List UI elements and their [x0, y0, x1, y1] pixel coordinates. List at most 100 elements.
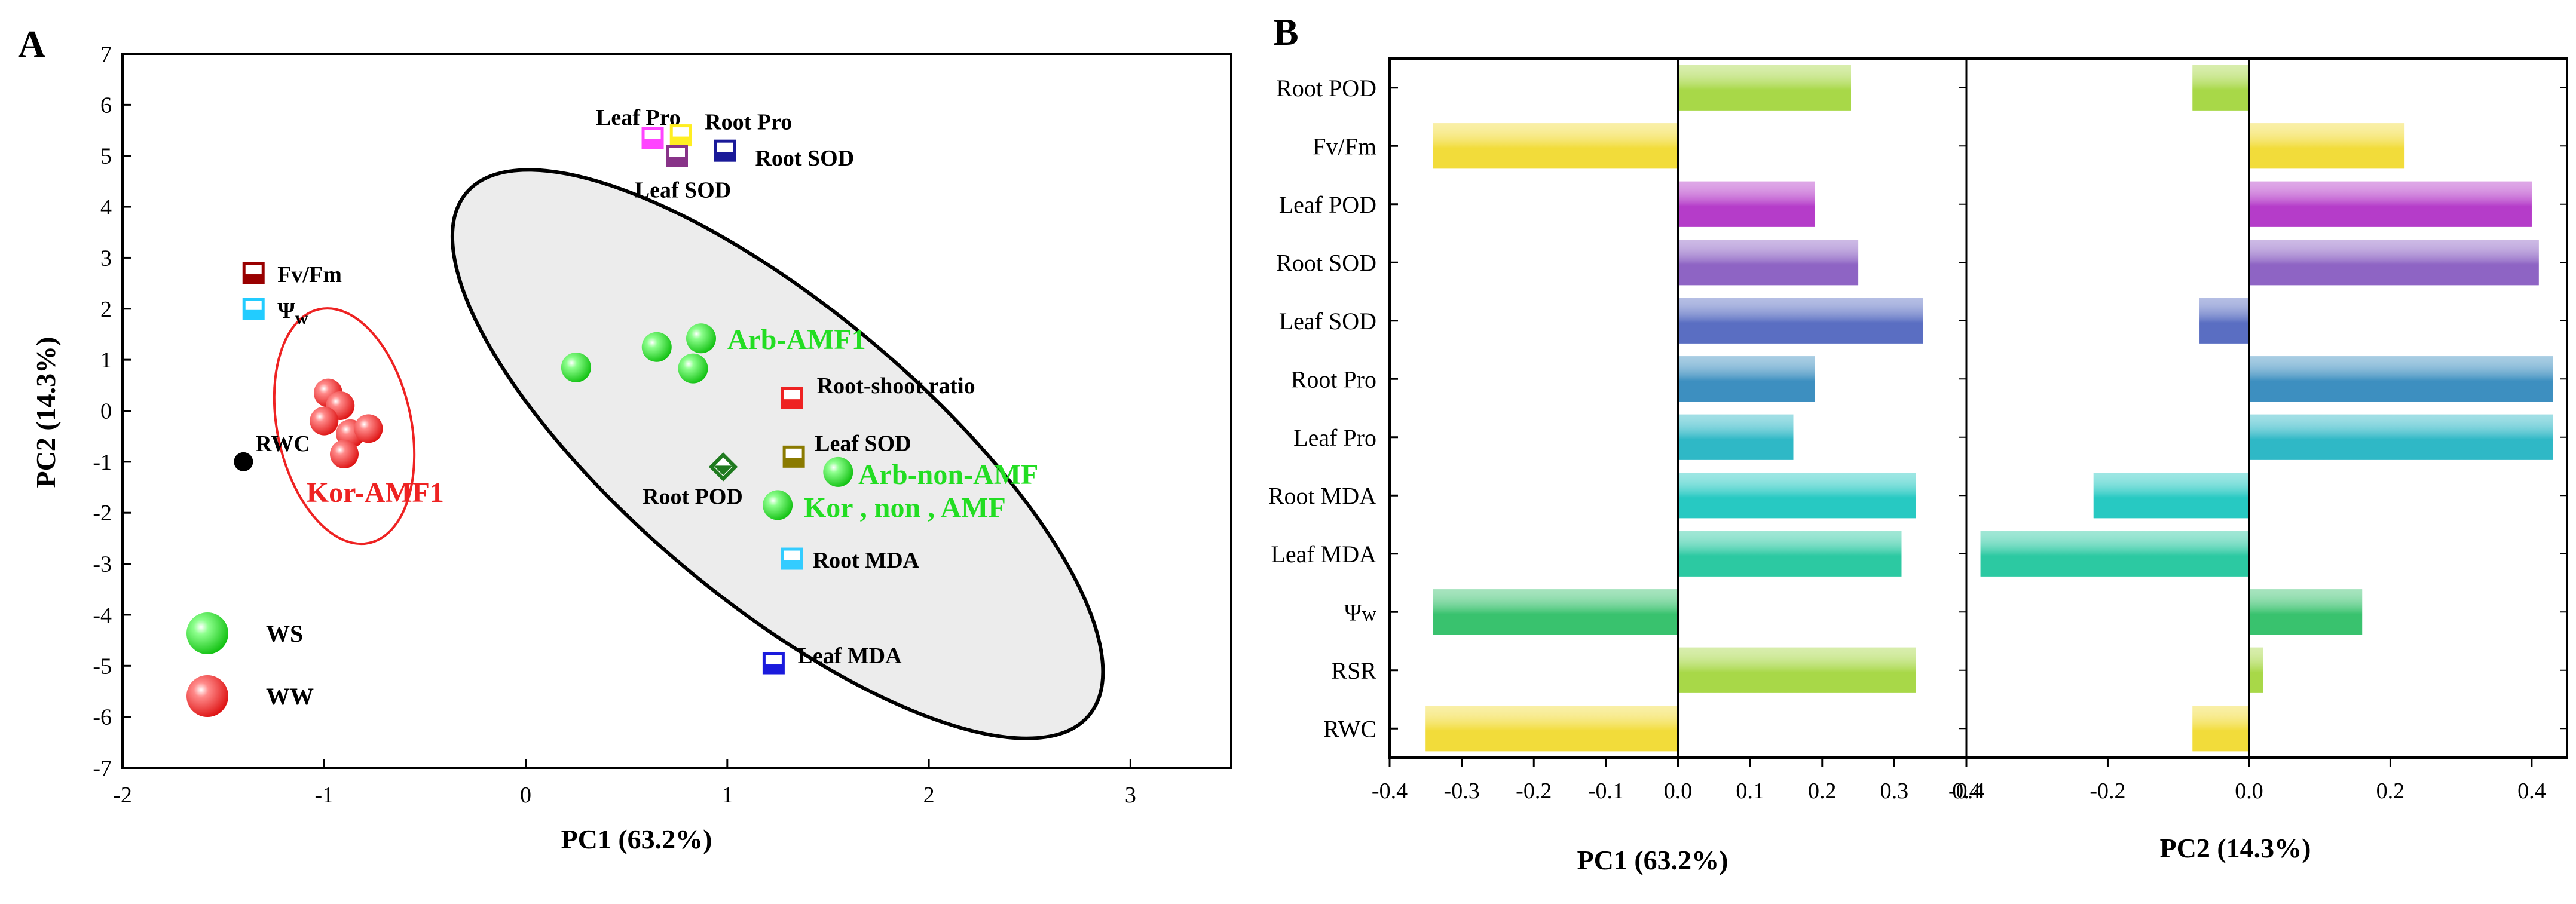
group-label: Arb-AMF1 — [727, 324, 866, 356]
x-tick-label: -0.3 — [1444, 779, 1480, 804]
x-tick-label: 3 — [1125, 783, 1136, 808]
loading-label: Root POD — [643, 484, 743, 509]
loading-label: RWC — [255, 431, 310, 456]
x-tick-label: -0.2 — [2089, 779, 2125, 804]
legend-marker — [186, 612, 228, 654]
category-label: Leaf Pro — [1293, 424, 1376, 451]
group-label: Arb-non-AMF — [858, 459, 1038, 491]
bar-highlight — [2248, 356, 2553, 402]
ws-point — [561, 352, 591, 382]
x-tick-label: -0.4 — [1948, 779, 1984, 804]
bar-highlight — [1433, 589, 1678, 635]
loading-point-fill — [244, 274, 264, 283]
bar-highlight — [1678, 414, 1794, 460]
pca-score-plot: A -2 -1 0 1 2 3 -7 -6 -5 -4 -3 -2 -1 0 1 2 3 4 5 6 7 Leaf Pr… — [18, 23, 1232, 854]
panel-b-letter: B — [1273, 11, 1299, 53]
loading-label: Root SOD — [755, 146, 854, 171]
category-label: RWC — [1323, 715, 1376, 742]
legend-label: WW — [266, 683, 314, 710]
x-tick-label: 0 — [520, 783, 531, 808]
ellipses — [273, 168, 1105, 740]
x-tick-label: 0.0 — [1664, 779, 1693, 804]
y-tick-label: 2 — [100, 297, 112, 322]
ws-ellipse — [450, 168, 1105, 740]
y-tick-label: 5 — [100, 144, 112, 169]
ww-ellipse — [273, 307, 416, 546]
loading-point-fill — [714, 465, 733, 476]
ws-point — [678, 353, 708, 384]
category-label: Root MDA — [1268, 482, 1376, 509]
x-tick-label: 0.4 — [2517, 779, 2546, 804]
loading-point-fill — [782, 399, 801, 408]
category-label: Leaf SOD — [1279, 308, 1376, 335]
ww-point — [330, 440, 359, 469]
loading-label: Ψw — [277, 298, 308, 328]
category-label: Ψw — [1344, 599, 1377, 626]
x-tick-label: -0.4 — [1372, 779, 1408, 804]
x-tick-label: 1 — [721, 783, 733, 808]
x-tick-label: -2 — [113, 783, 132, 808]
y-tick-label: -7 — [93, 756, 112, 781]
axes-b: Root POD Fv/Fm Leaf POD Root SOD Leaf SOD Roo… — [1268, 59, 2567, 804]
y-tick-label: -3 — [93, 552, 112, 577]
x-tick-label: 0.2 — [1808, 779, 1837, 804]
x-axis-label-pc2: PC2 (14.3%) — [2160, 833, 2311, 863]
loading-label: Root-shoot ratio — [817, 373, 975, 399]
loading-point-fill — [784, 458, 804, 467]
bar-highlight — [2248, 414, 2553, 460]
y-tick-label: -1 — [93, 450, 112, 475]
bar-highlight — [1678, 181, 1815, 227]
bar-highlight — [1433, 123, 1678, 169]
bar-highlight — [2192, 706, 2249, 752]
bar-highlight — [1678, 356, 1815, 402]
loading-label: Leaf MDA — [797, 643, 902, 669]
x-tick-label: -1 — [314, 783, 334, 808]
y-tick-label: 6 — [100, 93, 112, 118]
plot-frame-b — [1388, 57, 2568, 759]
panel-a-letter: A — [18, 23, 45, 65]
category-label: Fv/Fm — [1313, 133, 1376, 160]
bar-highlight — [1678, 298, 1923, 344]
x-axis-label-a: PC1 (63.2%) — [561, 824, 712, 854]
ws-point — [823, 456, 853, 487]
category-label: Root Pro — [1291, 366, 1376, 393]
legend-label: WS — [266, 620, 303, 647]
x-tick-label: 0.3 — [1880, 779, 1909, 804]
bar-highlight — [2248, 181, 2532, 227]
bar-highlight — [1678, 531, 1902, 577]
y-tick-label: 0 — [100, 399, 112, 424]
bar-highlight — [1678, 647, 1916, 693]
x-tick-label: 2 — [923, 783, 935, 808]
bar-highlight — [1678, 473, 1916, 519]
loading-point-fill — [715, 152, 735, 161]
loading-label: Root Pro — [705, 110, 792, 135]
axes-a: -2 -1 0 1 2 3 -7 -6 -5 -4 -3 -2 -1 0 1 2 3 4 5 6 7 — [93, 42, 1136, 808]
group-label: Kor-AMF1 — [307, 477, 444, 508]
loading-point-fill — [764, 664, 784, 673]
bar-highlight — [2248, 589, 2363, 635]
y-tick-label: 3 — [100, 246, 112, 271]
bar-highlight — [2199, 298, 2249, 344]
bar-highlight — [2248, 123, 2405, 169]
bar-highlight — [1678, 240, 1859, 286]
bar-highlight — [2192, 65, 2249, 111]
bar-highlight — [1980, 531, 2249, 577]
group-label: Kor , non , AMF — [804, 492, 1006, 524]
x-tick-label: -0.1 — [1588, 779, 1624, 804]
category-label: Root POD — [1276, 75, 1376, 102]
loading-point-fill — [782, 560, 801, 569]
loading-point-fill — [671, 136, 691, 145]
x-tick-label: -0.2 — [1516, 779, 1552, 804]
ws-point — [763, 490, 793, 520]
bar-highlight — [2093, 473, 2249, 519]
y-tick-label: 4 — [100, 195, 112, 220]
y-tick-label: 1 — [100, 348, 112, 373]
bar-highlight — [1678, 65, 1851, 111]
loadings: Leaf Pro Root Pro Root SOD Leaf SOD Fv/Fm Ψw R… — [234, 105, 975, 675]
loading-label: Leaf SOD — [815, 431, 911, 456]
y-tick-label: -4 — [93, 603, 112, 628]
loading-label: Leaf Pro — [596, 105, 681, 130]
x-tick-label: 0.0 — [2235, 779, 2263, 804]
